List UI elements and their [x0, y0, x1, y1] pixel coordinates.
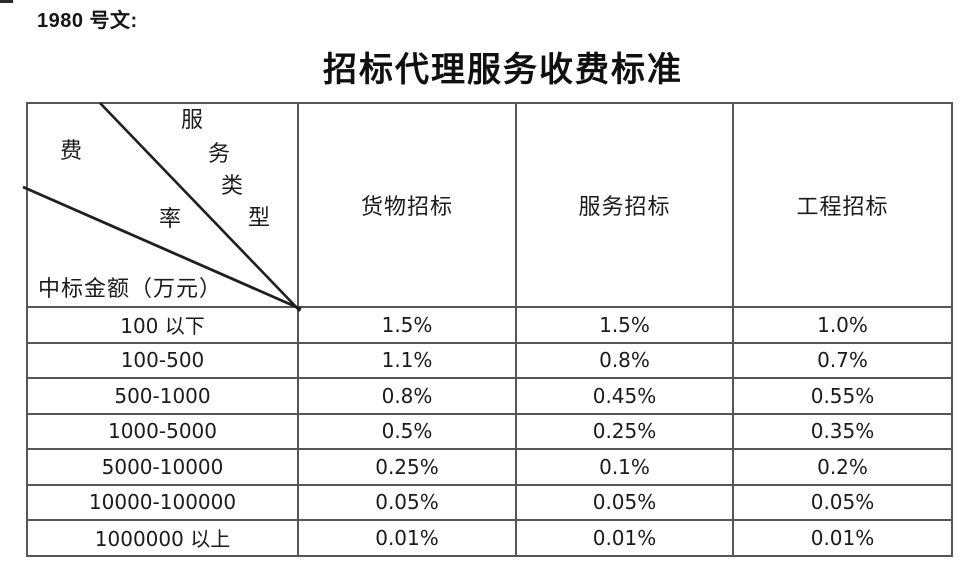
table-header-row: 服 务 类 型 费 率 中标金额（万元） 货物招标 服务招标 工程招标	[22, 102, 953, 312]
goods-rate-cell: 0.25%	[297, 448, 517, 486]
goods-rate-cell: 0.8%	[297, 377, 517, 415]
service-rate-cell: 0.05%	[515, 483, 734, 521]
engineering-rate-cell: 0.01%	[732, 519, 953, 557]
goods-rate-cell: 1.1%	[297, 341, 517, 379]
table-row: 1000-5000 0.5% 0.25% 0.35%	[26, 412, 953, 450]
corner-row-axis-label: 中标金额（万元）	[38, 277, 223, 302]
amount-range-cell: 1000-5000	[26, 412, 299, 450]
amount-range-cell: 100-500	[26, 341, 299, 379]
goods-rate-cell: 1.5%	[297, 306, 517, 344]
engineering-rate-cell: 0.05%	[732, 483, 953, 521]
column-header-engineering: 工程招标	[732, 102, 953, 308]
goods-rate-cell: 0.05%	[297, 483, 517, 521]
amount-range-cell: 500-1000	[26, 377, 299, 415]
table-row: 100-500 1.1% 0.8% 0.7%	[26, 341, 953, 379]
diagonal-divider-lines	[22, 102, 302, 312]
corner-fee-rate-char: 率	[159, 207, 182, 232]
amount-range-cell: 1000000 以上	[26, 519, 299, 557]
corner-service-type-char: 型	[248, 206, 271, 231]
corner-service-type-char: 务	[208, 142, 231, 167]
amount-range-cell: 10000-100000	[26, 483, 299, 521]
engineering-rate-cell: 0.2%	[732, 448, 953, 486]
engineering-rate-cell: 0.35%	[732, 412, 953, 450]
page-title: 招标代理服务收费标准	[323, 50, 683, 90]
service-rate-cell: 1.5%	[515, 306, 734, 344]
service-rate-cell: 0.45%	[515, 377, 734, 415]
service-rate-cell: 0.25%	[515, 412, 734, 450]
table-row: 500-1000 0.8% 0.45% 0.55%	[26, 377, 953, 415]
fee-table: 服 务 类 型 费 率 中标金额（万元） 货物招标 服务招标 工程招标 100 …	[22, 102, 953, 557]
column-header-service: 服务招标	[515, 102, 734, 308]
corner-service-type-char: 类	[221, 174, 244, 199]
engineering-rate-cell: 0.55%	[732, 377, 953, 415]
table-row: 5000-10000 0.25% 0.1% 0.2%	[26, 448, 953, 486]
service-rate-cell: 0.8%	[515, 341, 734, 379]
amount-range-cell: 5000-10000	[26, 448, 299, 486]
goods-rate-cell: 0.01%	[297, 519, 517, 557]
table-row: 100 以下 1.5% 1.5% 1.0%	[26, 306, 953, 344]
corner-fee-rate-char: 费	[60, 139, 83, 164]
scan-artifact-dash	[0, 0, 13, 3]
service-rate-cell: 0.01%	[515, 519, 734, 557]
table-row: 1000000 以上 0.01% 0.01% 0.01%	[26, 519, 953, 557]
engineering-rate-cell: 1.0%	[732, 306, 953, 344]
column-header-goods: 货物招标	[297, 102, 517, 308]
amount-range-cell: 100 以下	[26, 306, 299, 344]
table-row: 10000-100000 0.05% 0.05% 0.05%	[26, 483, 953, 521]
corner-service-type-char: 服	[181, 108, 204, 133]
service-rate-cell: 0.1%	[515, 448, 734, 486]
engineering-rate-cell: 0.7%	[732, 341, 953, 379]
goods-rate-cell: 0.5%	[297, 412, 517, 450]
doc-reference: 1980 号文:	[37, 10, 138, 32]
diagonal-header-cell: 服 务 类 型 费 率 中标金额（万元）	[22, 102, 302, 312]
